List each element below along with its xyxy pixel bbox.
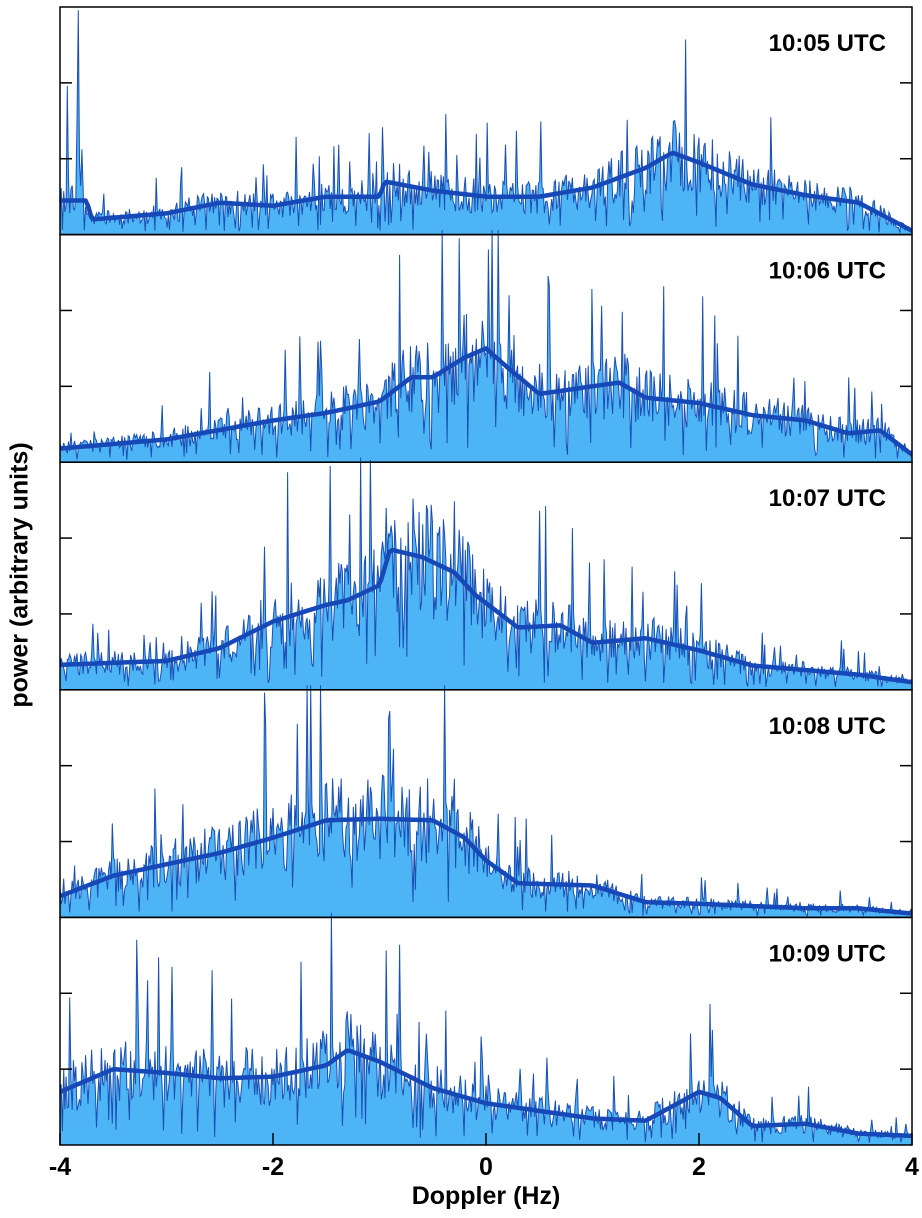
panel-2-smoothed-curve [60, 346, 912, 457]
panel-1-time-label: 10:05 UTC [769, 30, 886, 57]
x-tick-label: -4 [49, 1153, 71, 1181]
x-tick-label: 2 [692, 1153, 706, 1181]
panel-3-smoothed-curve [60, 547, 912, 685]
panel-2-time-label: 10:06 UTC [769, 258, 886, 285]
x-tick-label: 4 [905, 1153, 919, 1181]
y-axis-label: power (arbitrary units) [5, 442, 34, 708]
panel-1-spectrum-area [60, 10, 912, 236]
panel-3 [60, 457, 912, 691]
panel-2 [60, 229, 912, 463]
panel-1 [60, 10, 912, 236]
panel-4-time-label: 10:08 UTC [769, 713, 886, 740]
x-tick-label: 0 [479, 1153, 493, 1181]
panel-5 [60, 912, 912, 1145]
panel-5-smoothed-curve [60, 1048, 912, 1139]
x-tick-label: -2 [262, 1153, 284, 1181]
panel-5-time-label: 10:09 UTC [769, 940, 886, 967]
panel-4 [60, 685, 912, 918]
panel-3-time-label: 10:07 UTC [769, 485, 886, 512]
x-axis-label: Doppler (Hz) [411, 1182, 561, 1210]
panel-2-spectrum-area [60, 229, 912, 463]
panel-4-smoothed-curve [60, 816, 912, 916]
panel-3-spectrum-area [60, 457, 912, 691]
panel-1-smoothed-curve [60, 150, 912, 234]
